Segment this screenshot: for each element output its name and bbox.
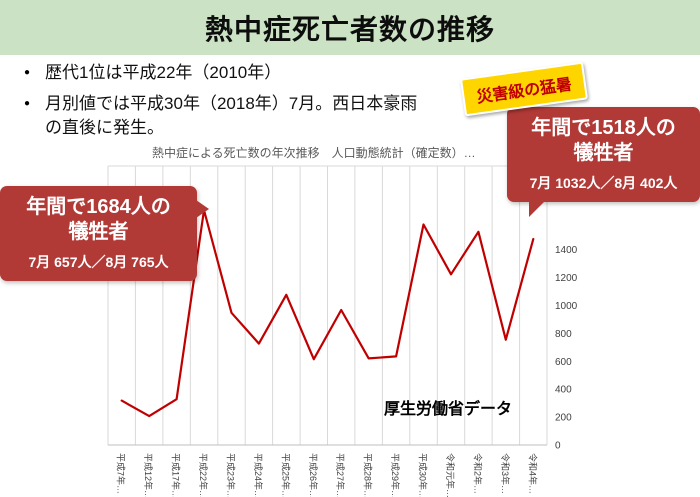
title-bar: 熱中症死亡者数の推移 (0, 0, 700, 55)
x-tick-label: 平成29年… (390, 453, 401, 497)
y-tick-label: 1200 (555, 273, 578, 284)
x-tick-label: 平成7年… (116, 453, 127, 494)
callout-2018-heading-1: 年間で1518人の (531, 117, 676, 139)
y-tick-label: 800 (555, 329, 572, 340)
bullet-icon: ● (24, 97, 31, 109)
y-tick-label: 0 (555, 441, 561, 452)
page-title: 熱中症死亡者数の推移 (204, 13, 495, 45)
data-source-label: 厚生労働省データ (384, 401, 513, 418)
x-tick-label: 令和2年… (472, 453, 483, 494)
x-tick-label: 平成23年… (226, 453, 237, 497)
callout-2010-heading-2: 犠牲者 (68, 221, 129, 243)
x-tick-label: 平成17年… (171, 453, 182, 497)
bullet-icon: ● (24, 67, 31, 78)
list-item: ● 月別値では平成30年（2018年）7月。西日本豪雨の直後に発生。 (16, 92, 418, 140)
deaths-line-chart: 0 200 400 600 800 1000 1200 1400 平成7年… 平成12年… 平成17… (107, 165, 578, 497)
x-tick-label: 平成12年… (143, 453, 154, 497)
x-tick-label: 平成25年… (280, 453, 291, 497)
x-tick-label: 平成28年… (363, 453, 374, 497)
callout-2018-detail: 7月 1032人／8月 402人 (529, 175, 678, 191)
x-tick-label: 平成22年… (198, 453, 209, 497)
x-tick-label: 平成26年… (308, 453, 319, 497)
callout-2018: 年間で1518人の 犠牲者 7月 1032人／8月 402人 (507, 107, 700, 217)
callout-2010-detail: 7月 657人／8月 765人 (28, 254, 169, 270)
y-tick-label: 400 (555, 385, 572, 396)
x-tick-label: 令和3年… (500, 453, 511, 494)
bullet-list: ● 歴代1位は平成22年（2010年） ● 月別値では平成30年（2018年）7… (16, 61, 418, 146)
x-tick-label: 平成27年… (335, 453, 346, 497)
x-tick-label: 平成30年… (418, 453, 429, 497)
y-tick-label: 600 (555, 357, 572, 368)
x-tick-label: 令和4年… (527, 453, 538, 494)
bullet-text-2: 月別値では平成30年（2018年）7月。西日本豪雨の直後に発生。 (45, 93, 418, 137)
y-tick-label: 200 (555, 413, 572, 424)
x-tick-label: 令和元年… (445, 453, 456, 497)
callout-2010: 年間で1684人の 犠牲者 7月 657人／8月 765人 (0, 186, 209, 281)
y-tick-label: 1400 (555, 245, 578, 256)
x-tick-label: 平成24年… (253, 453, 264, 497)
y-tick-label: 1000 (555, 301, 578, 312)
chart-title: 熱中症による死亡数の年次推移 人口動態統計（確定数）… (152, 146, 476, 160)
bullet-text-1: 歴代1位は平成22年（2010年） (45, 63, 282, 82)
list-item: ● 歴代1位は平成22年（2010年） (16, 61, 418, 85)
deaths-line (120, 208, 535, 418)
callout-2018-heading-2: 犠牲者 (573, 142, 634, 164)
callout-2010-heading-1: 年間で1684人の (26, 196, 171, 218)
